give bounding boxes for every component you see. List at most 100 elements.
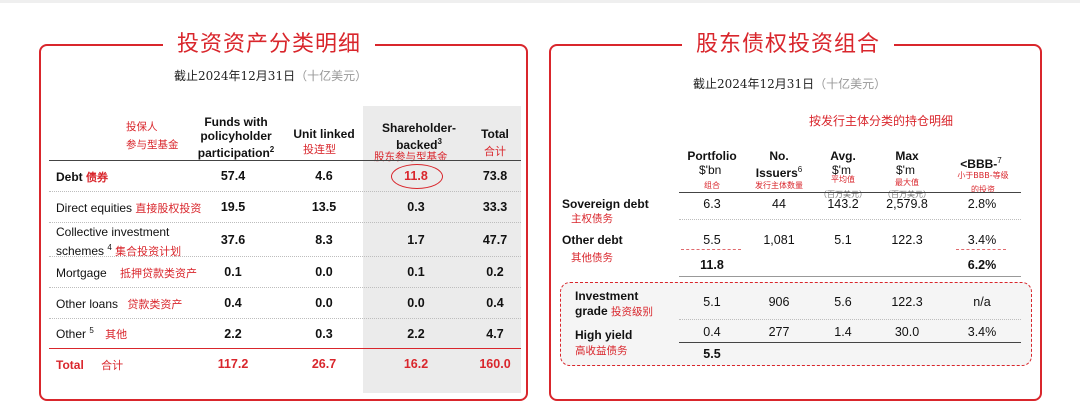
header-bbb-text: <BBB- [960, 157, 998, 171]
high-yield-avg: 1.4 [834, 325, 852, 339]
investment-grade-avg: 5.6 [834, 295, 852, 309]
row-direct-equities-cn: 直接股权投资 [135, 202, 202, 215]
high-yield-issuers: 277 [768, 325, 790, 339]
debt-total: 73.8 [482, 169, 508, 183]
row-divider [49, 256, 521, 257]
header-shareholder-text: Shareholder- backed [381, 121, 456, 152]
row-debt-text: Debt [56, 170, 83, 184]
high-yield-bbb: 3.4% [967, 325, 997, 339]
direct-equities-sb: 0.3 [407, 200, 425, 214]
right-subtitle: 截止2024年12月31日（十亿美元） [693, 75, 886, 92]
mortgage-sb: 0.1 [407, 265, 425, 279]
sovereign-avg: 143.2 [827, 197, 859, 211]
sovereign-portfolio: 6.3 [703, 197, 721, 211]
collective-sb: 1.7 [407, 233, 425, 247]
subtotal-bbb: 6.2% [967, 258, 997, 272]
row-other-debt-cn: 其他债务 [571, 252, 613, 264]
header-max: Max [895, 149, 919, 163]
shareholder-debt-panel: 股东债权投资组合 截止2024年12月31日（十亿美元） 按发行主体分类的持仓明… [549, 26, 1042, 401]
header-shareholder-cn: 股东参与型基金 [374, 151, 448, 163]
right-panel-title: 股东债权投资组合 [682, 26, 895, 58]
investment-grade-portfolio: 5.1 [703, 295, 721, 309]
debt-ul: 4.6 [315, 169, 333, 183]
row-divider [49, 191, 521, 192]
row-divider [49, 222, 521, 223]
other-debt-max: 122.3 [891, 233, 923, 247]
header-avg-cn: 平均值 [831, 175, 855, 184]
row-investment-grade-text: Investment [575, 289, 639, 303]
header-divider [49, 160, 521, 161]
collective-total: 47.7 [482, 233, 508, 247]
policyholder-label-cn: 投保人 参与型基金 [126, 121, 179, 151]
investment-assets-panel: 投资资产分类明细 截止2024年12月31日（十亿美元） 投保人 参与型基金 F… [39, 26, 528, 401]
high-yield-portfolio: 0.4 [703, 325, 721, 339]
high-yield-max: 30.0 [894, 325, 920, 339]
row-investment-grade-label: Investment grade 投资级别 [575, 289, 653, 320]
header-bbb-cn: 小于BBB-等级 [957, 171, 1009, 180]
other-ul: 0.3 [315, 327, 333, 341]
header-unit-linked: Unit linked [293, 127, 355, 141]
total-total: 160.0 [479, 357, 511, 371]
row-divider [49, 287, 521, 288]
header-total: Total [481, 127, 509, 141]
other-sb: 2.2 [407, 327, 425, 341]
left-subtitle-date: 截止2024年12月31日 [174, 69, 296, 83]
header-bbb-sup: 7 [997, 156, 1002, 165]
row-other-cn: 其他 [105, 328, 128, 341]
header-issuers: No. Issuers6 [739, 149, 819, 180]
header-total-cn: 合计 [484, 145, 506, 158]
other-debt-issuers: 1,081 [763, 233, 795, 247]
row-mortgage-cn: 抵押贷款类资产 [120, 267, 198, 280]
header-max-cn: 最大值 [895, 178, 919, 187]
header-portfolio: Portfolio [687, 149, 737, 163]
row-total-text: Total [56, 358, 84, 372]
header-divider [679, 192, 1021, 193]
portfolio-sum-line [681, 249, 741, 250]
mortgage-total: 0.2 [486, 265, 504, 279]
header-issuers-cn: 发行主体数量 [755, 181, 803, 190]
row-divider [679, 219, 1021, 220]
debt-sb: 11.8 [404, 169, 428, 183]
left-subtitle-unit: （十亿美元） [295, 69, 368, 83]
row-debt-cn: 债券 [86, 171, 109, 184]
row-other-loans-cn: 贷款类资产 [127, 298, 183, 311]
shareholder-column-shade [363, 106, 521, 393]
row-other-loans-text: Other loans [56, 297, 119, 311]
other-total: 4.7 [486, 327, 504, 341]
grade-sum-divider [679, 342, 1021, 343]
direct-equities-fwp: 19.5 [220, 200, 246, 214]
total-fwp: 117.2 [217, 357, 249, 371]
row-other-loans-label: Other loans 贷款类资产 [56, 296, 182, 312]
header-shareholder-backed: Shareholder- backed3 [369, 121, 469, 152]
header-portfolio-unit: $'bn [699, 163, 722, 177]
top-divider [0, 0, 1080, 3]
other-debt-portfolio: 5.5 [703, 233, 721, 247]
row-sovereign-label: Sovereign debt [562, 197, 649, 211]
grade-breakdown-box [560, 282, 1032, 366]
investment-grade-bbb: n/a [973, 295, 991, 309]
other-fwp: 2.2 [224, 327, 242, 341]
section-title-cn: 按发行主体分类的持仓明细 [809, 114, 954, 128]
header-avg: Avg. [830, 149, 856, 163]
header-funds-with-policyholder: Funds with policyholder participation2 [186, 115, 286, 160]
row-direct-equities-label: Direct equities 直接股权投资 [56, 200, 201, 216]
row-collective-sup: 4 [107, 243, 112, 252]
header-avg-cn2: （百万美元） [819, 190, 867, 199]
row-other-sup: 5 [89, 326, 94, 335]
row-divider [679, 319, 1021, 320]
total-divider [49, 348, 521, 349]
mortgage-fwp: 0.1 [224, 265, 242, 279]
other-debt-avg: 5.1 [834, 233, 852, 247]
left-panel-title: 投资资产分类明细 [163, 26, 376, 58]
row-mortgage-label: Mortgage 抵押贷款类资产 [56, 265, 197, 281]
other-loans-total: 0.4 [486, 296, 504, 310]
header-max-unit: $'m [896, 163, 915, 177]
row-total-cn: 合计 [101, 359, 124, 372]
row-collective-label: Collective investment schemes 4 集合投资计划 [56, 225, 181, 259]
header-issuers-sup: 6 [797, 165, 803, 174]
row-direct-equities-text: Direct equities [56, 201, 133, 215]
header-avg-unit: $'m [832, 163, 851, 177]
direct-equities-ul: 13.5 [311, 200, 337, 214]
total-ul: 26.7 [311, 357, 337, 371]
row-other-label: Other 5 其他 [56, 326, 127, 342]
